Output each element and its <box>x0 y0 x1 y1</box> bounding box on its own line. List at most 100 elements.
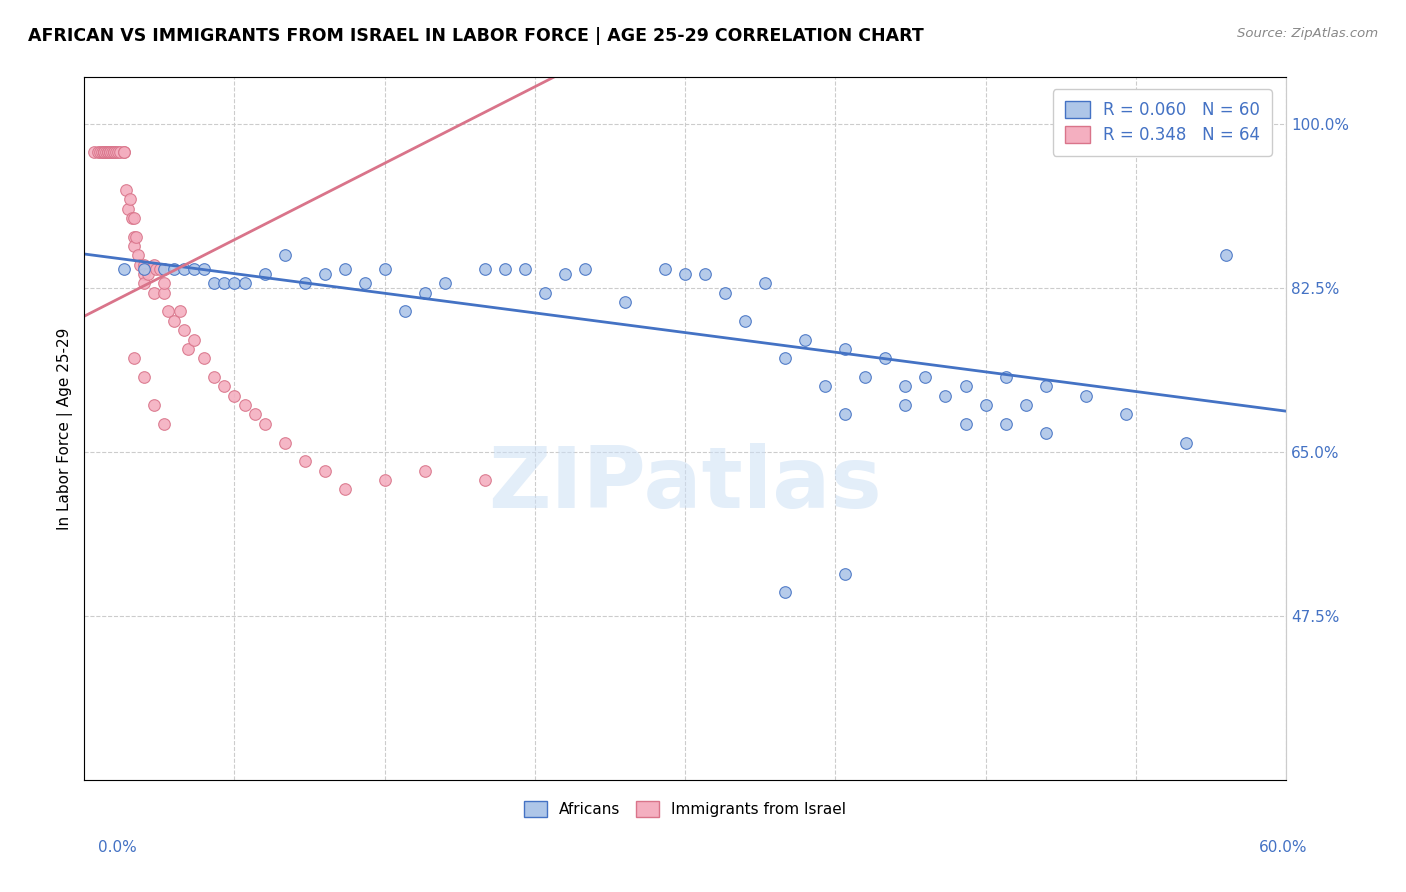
Point <box>934 389 956 403</box>
Point <box>654 262 676 277</box>
Y-axis label: In Labor Force | Age 25-29: In Labor Force | Age 25-29 <box>58 327 73 530</box>
Point <box>134 262 156 277</box>
Point <box>124 229 146 244</box>
Point <box>875 351 897 366</box>
Point <box>673 267 696 281</box>
Point <box>138 267 160 281</box>
Point <box>734 314 756 328</box>
Point <box>413 285 436 300</box>
Point <box>183 262 205 277</box>
Point <box>853 370 876 384</box>
Point <box>894 379 917 393</box>
Point <box>110 145 132 160</box>
Point <box>91 145 114 160</box>
Point <box>233 277 256 291</box>
Point <box>124 239 146 253</box>
Point <box>574 262 596 277</box>
Point <box>153 277 176 291</box>
Point <box>143 258 166 272</box>
Point <box>134 267 156 281</box>
Text: Source: ZipAtlas.com: Source: ZipAtlas.com <box>1237 27 1378 40</box>
Point <box>169 304 191 318</box>
Point <box>124 351 146 366</box>
Point <box>994 370 1017 384</box>
Point <box>494 262 516 277</box>
Point <box>695 267 717 281</box>
Point <box>233 398 256 412</box>
Point <box>87 145 110 160</box>
Point <box>374 473 396 487</box>
Point <box>193 262 215 277</box>
Point <box>97 145 120 160</box>
Point <box>814 379 837 393</box>
Point <box>394 304 416 318</box>
Point <box>107 145 129 160</box>
Point <box>177 342 200 356</box>
Point <box>112 145 135 160</box>
Point <box>554 267 576 281</box>
Point <box>97 145 120 160</box>
Point <box>173 262 195 277</box>
Point <box>894 398 917 412</box>
Point <box>534 285 557 300</box>
Point <box>1254 117 1277 131</box>
Point <box>98 145 121 160</box>
Point <box>163 262 186 277</box>
Point <box>193 351 215 366</box>
Point <box>117 202 139 216</box>
Point <box>112 262 135 277</box>
Point <box>134 370 156 384</box>
Text: 60.0%: 60.0% <box>1260 840 1308 855</box>
Point <box>333 483 356 497</box>
Point <box>163 314 186 328</box>
Point <box>121 211 143 225</box>
Point <box>714 285 737 300</box>
Point <box>96 145 118 160</box>
Point <box>754 277 776 291</box>
Point <box>243 408 266 422</box>
Point <box>1174 435 1197 450</box>
Point <box>103 145 125 160</box>
Point <box>124 211 146 225</box>
Point <box>955 379 977 393</box>
Point <box>93 145 115 160</box>
Point <box>353 277 375 291</box>
Point <box>93 145 115 160</box>
Point <box>120 192 142 206</box>
Point <box>253 267 276 281</box>
Point <box>204 277 226 291</box>
Point <box>273 435 295 450</box>
Point <box>105 145 128 160</box>
Point <box>513 262 536 277</box>
Point <box>183 333 205 347</box>
Point <box>994 417 1017 431</box>
Point <box>127 248 149 262</box>
Point <box>333 262 356 277</box>
Point <box>1215 248 1237 262</box>
Point <box>775 585 797 599</box>
Point <box>204 370 226 384</box>
Point <box>314 464 336 478</box>
Point <box>173 323 195 337</box>
Point <box>224 277 246 291</box>
Point <box>115 183 138 197</box>
Point <box>134 277 156 291</box>
Point <box>413 464 436 478</box>
Point <box>834 342 856 356</box>
Point <box>775 351 797 366</box>
Point <box>474 262 496 277</box>
Point <box>101 145 124 160</box>
Point <box>834 408 856 422</box>
Point <box>834 566 856 581</box>
Point <box>83 145 105 160</box>
Point <box>433 277 456 291</box>
Point <box>374 262 396 277</box>
Point <box>974 398 997 412</box>
Point <box>214 277 236 291</box>
Point <box>214 379 236 393</box>
Point <box>143 285 166 300</box>
Point <box>153 417 176 431</box>
Point <box>294 277 316 291</box>
Point <box>474 473 496 487</box>
Point <box>1035 379 1057 393</box>
